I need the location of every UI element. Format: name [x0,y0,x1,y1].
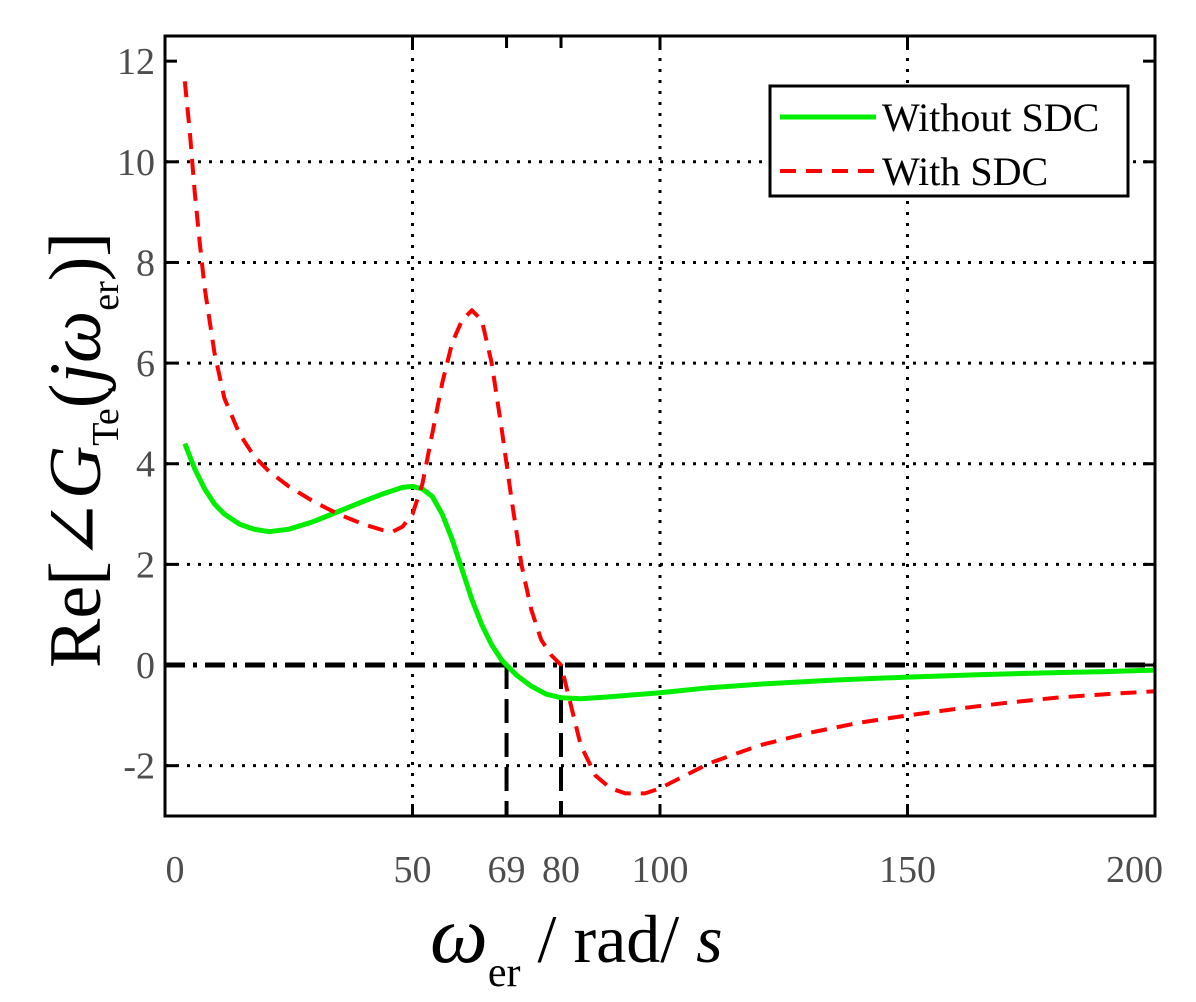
legend: Without SDC With SDC [768,84,1130,198]
y-label-close: )] [35,232,117,281]
x-tick-label: 0 [166,849,185,891]
y-label-open-paren: ( [35,384,117,409]
y-tick-label: 10 [117,142,155,184]
legend-box [768,84,1130,198]
x-label-omega: ω [430,889,488,980]
x-axis-label: ωer / rad/ s [430,889,723,996]
y-label-omega: ω [35,311,117,363]
y-axis-ticks: -2 0 2 4 6 8 10 12 [117,41,1155,788]
y-tick-label: -2 [123,746,155,788]
x-label-subscript: er [488,950,521,996]
series-group [182,81,1156,796]
y-tick-label: 6 [136,343,155,385]
x-label-units: / rad/ [521,901,697,977]
x-tick-label: 100 [632,849,689,891]
grid [165,36,1155,816]
y-tick-label: 8 [136,242,155,284]
y-label-omega-subscript: er [85,281,127,311]
x-tick-label: 69 [488,849,526,891]
y-label-g: G [35,446,117,499]
series-line-without-sdc [182,442,1156,702]
x-tick-label: 150 [879,849,936,891]
series-line-with-sdc [182,81,1156,796]
y-tick-label: 2 [136,544,155,586]
x-label-s: s [696,901,722,977]
y-tick-label: 4 [136,444,155,486]
y-axis-label: Re[∠GTe(jωer)] [35,232,127,668]
x-tick-label: 80 [542,849,580,891]
y-tick-label: 12 [117,41,155,83]
y-axis-label-group: Re[∠GTe(jωer)] [35,232,127,668]
y-label-prefix: Re[ [35,561,117,668]
x-axis-ticks: 0 50 69 80 100 150 200 [163,36,1163,891]
legend-label-without-sdc: Without SDC [882,95,1099,140]
marker-lines [504,665,563,816]
y-label-g-subscript: Te [85,408,127,445]
x-tick-label: 50 [394,849,432,891]
y-tick-label: 0 [136,645,155,687]
legend-label-with-sdc: With SDC [882,149,1048,194]
x-tick-label: 200 [1106,849,1163,891]
y-label-angle: ∠ [35,499,117,561]
